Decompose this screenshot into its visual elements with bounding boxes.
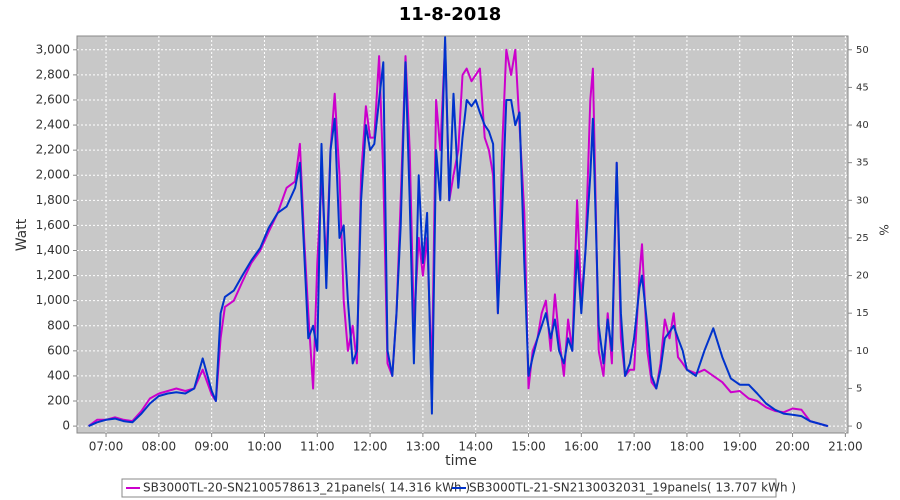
y2-axis-label: % — [877, 224, 891, 235]
y-tick-label: 2,400 — [36, 118, 70, 132]
y-tick-label: 1,600 — [36, 218, 70, 232]
chart-title: 11-8-2018 — [399, 4, 502, 25]
y-tick-label: 1,200 — [36, 268, 70, 282]
y2-tick-label: 15 — [856, 308, 869, 319]
plot-area — [76, 35, 849, 434]
x-tick-label: 15:00 — [511, 440, 546, 454]
y2-tick-label: 30 — [856, 195, 869, 206]
x-tick-label: 21:00 — [828, 440, 863, 454]
y-tick-label: 2,600 — [36, 92, 70, 106]
y-tick-label: 200 — [47, 394, 70, 408]
y-tick-label: 2,200 — [36, 143, 70, 157]
y2-tick-label: 10 — [856, 346, 869, 357]
y2-tick-label: 40 — [856, 120, 869, 131]
y-tick-label: 0 — [62, 419, 70, 433]
series-line — [88, 42, 829, 428]
y-tick-label: 400 — [47, 368, 70, 382]
x-tick-label: 18:00 — [670, 440, 705, 454]
x-tick-label: 17:00 — [617, 440, 652, 454]
x-tick-label: 08:00 — [142, 440, 177, 454]
y-tick-label: 800 — [47, 318, 70, 332]
y-tick-label: 2,800 — [36, 67, 70, 81]
y2-tick-label: 5 — [856, 383, 862, 394]
y-tick-label: 600 — [47, 343, 70, 357]
legend-label: SB3000TL-20-SN2100578613_21panels( 14.31… — [143, 481, 470, 495]
x-tick-label: 20:00 — [775, 440, 810, 454]
y2-tick-label: 35 — [856, 158, 869, 169]
x-tick-label: 14:00 — [458, 440, 493, 454]
y2-tick-label: 50 — [856, 45, 869, 56]
y2-tick-label: 0 — [856, 421, 862, 432]
x-tick-label: 11:00 — [300, 440, 335, 454]
y2-tick-label: 45 — [856, 82, 869, 93]
x-tick-label: 13:00 — [406, 440, 441, 454]
y-tick-label: 3,000 — [36, 42, 70, 56]
y2-tick-label: 25 — [856, 233, 869, 244]
x-tick-label: 16:00 — [564, 440, 599, 454]
x-tick-label: 12:00 — [353, 440, 388, 454]
x-tick-label: 10:00 — [247, 440, 282, 454]
legend-label: SB3000TL-21-SN2130032031_19panels( 13.70… — [469, 481, 796, 495]
x-axis-label: time — [445, 453, 477, 469]
y-tick-label: 1,400 — [36, 243, 70, 257]
legend — [121, 478, 777, 498]
x-tick-label: 09:00 — [194, 440, 229, 454]
x-tick-label: 19:00 — [722, 440, 757, 454]
y-tick-label: 2,000 — [36, 168, 70, 182]
y2-tick-label: 20 — [856, 271, 869, 282]
x-tick-label: 07:00 — [89, 440, 124, 454]
y-axis-label: Watt — [14, 218, 30, 251]
y-tick-label: 1,000 — [36, 293, 70, 307]
series-line — [88, 36, 829, 428]
y-tick-label: 1,800 — [36, 193, 70, 207]
